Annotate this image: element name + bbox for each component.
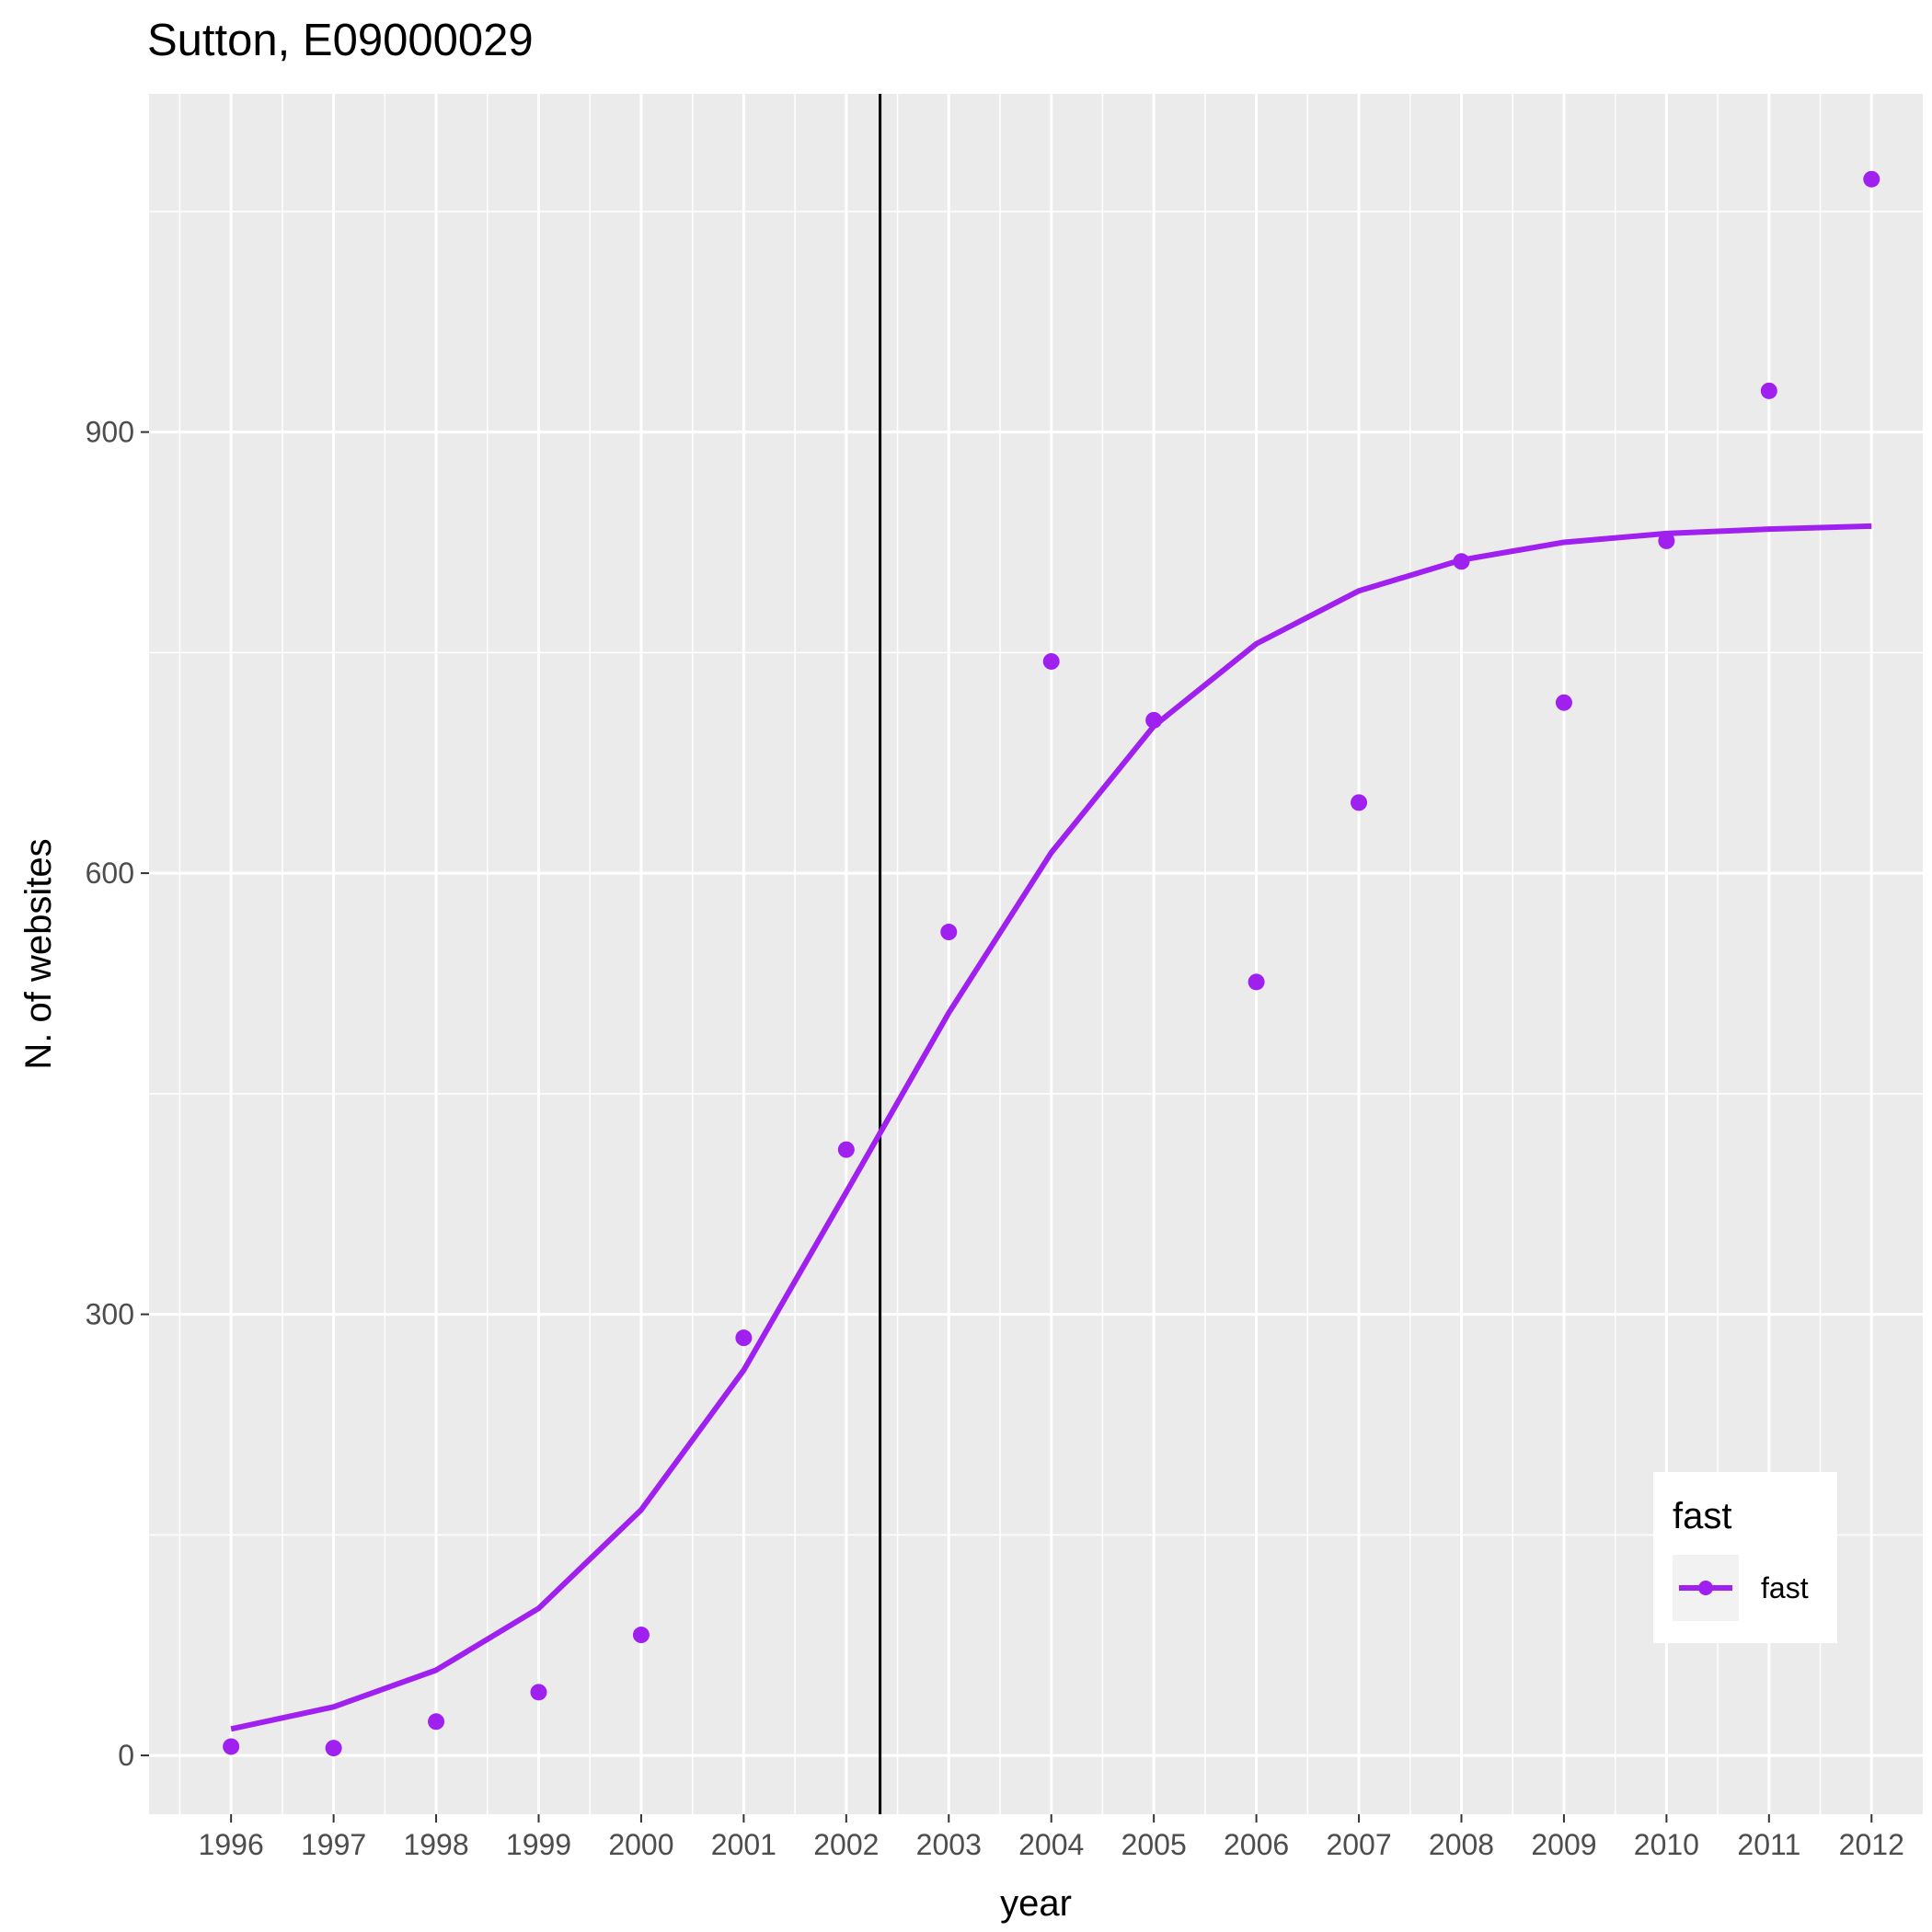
legend-title: fast — [1673, 1496, 1731, 1536]
data-point — [1555, 694, 1572, 711]
y-tick-label: 600 — [86, 857, 134, 890]
data-point — [530, 1684, 547, 1701]
data-point — [1042, 652, 1060, 670]
data-point — [1863, 170, 1880, 188]
data-point — [1760, 382, 1777, 399]
x-tick-label: 2010 — [1634, 1828, 1699, 1861]
data-point — [1248, 973, 1265, 991]
y-tick-label: 0 — [118, 1739, 134, 1772]
legend-label-fast: fast — [1761, 1571, 1809, 1604]
y-tick-label: 900 — [86, 416, 134, 449]
x-tick-label: 2009 — [1531, 1828, 1596, 1861]
data-point — [940, 924, 958, 941]
x-axis-title: year — [1000, 1883, 1072, 1924]
x-tick-label: 2001 — [711, 1828, 776, 1861]
data-point — [428, 1713, 445, 1731]
data-point — [632, 1627, 650, 1644]
x-tick-label: 2004 — [1018, 1828, 1084, 1861]
x-tick-label: 1998 — [403, 1828, 468, 1861]
x-tick-label: 1997 — [301, 1828, 366, 1861]
y-tick-label: 300 — [86, 1298, 134, 1331]
y-axis-title: N. of websites — [18, 838, 59, 1069]
x-tick-label: 2002 — [813, 1828, 879, 1861]
x-tick-label: 2003 — [916, 1828, 982, 1861]
chart-title: Sutton, E09000029 — [147, 16, 534, 65]
minor-gridlines — [149, 94, 1923, 1814]
data-point — [325, 1740, 342, 1757]
data-point — [735, 1329, 753, 1347]
x-tick-label: 1996 — [199, 1828, 264, 1861]
data-point — [223, 1738, 240, 1755]
fast-fit-line — [230, 523, 1872, 1732]
y-axis: 0 300 600 900 — [86, 416, 149, 1772]
x-tick-label: 2012 — [1839, 1828, 1904, 1861]
data-point — [1145, 711, 1163, 729]
data-point — [1453, 553, 1470, 570]
legend-key-point — [1698, 1581, 1713, 1595]
x-tick-label: 2011 — [1737, 1828, 1800, 1861]
x-tick-label: 2000 — [608, 1828, 673, 1861]
data-point — [837, 1141, 855, 1158]
legend: fast fast — [1653, 1472, 1837, 1643]
data-point — [1351, 794, 1368, 811]
plot-panel — [149, 94, 1923, 1814]
data-point — [1658, 532, 1675, 549]
x-tick-label: 1999 — [506, 1828, 571, 1861]
x-tick-label: 2005 — [1121, 1828, 1187, 1861]
x-axis: 1996 1997 1998 1999 2000 2001 2002 2003 2004 2005… — [199, 1814, 1904, 1861]
x-tick-label: 2006 — [1224, 1828, 1289, 1861]
x-tick-label: 2008 — [1429, 1828, 1494, 1861]
fast-points — [223, 170, 1880, 1757]
x-tick-label: 2007 — [1326, 1828, 1391, 1861]
